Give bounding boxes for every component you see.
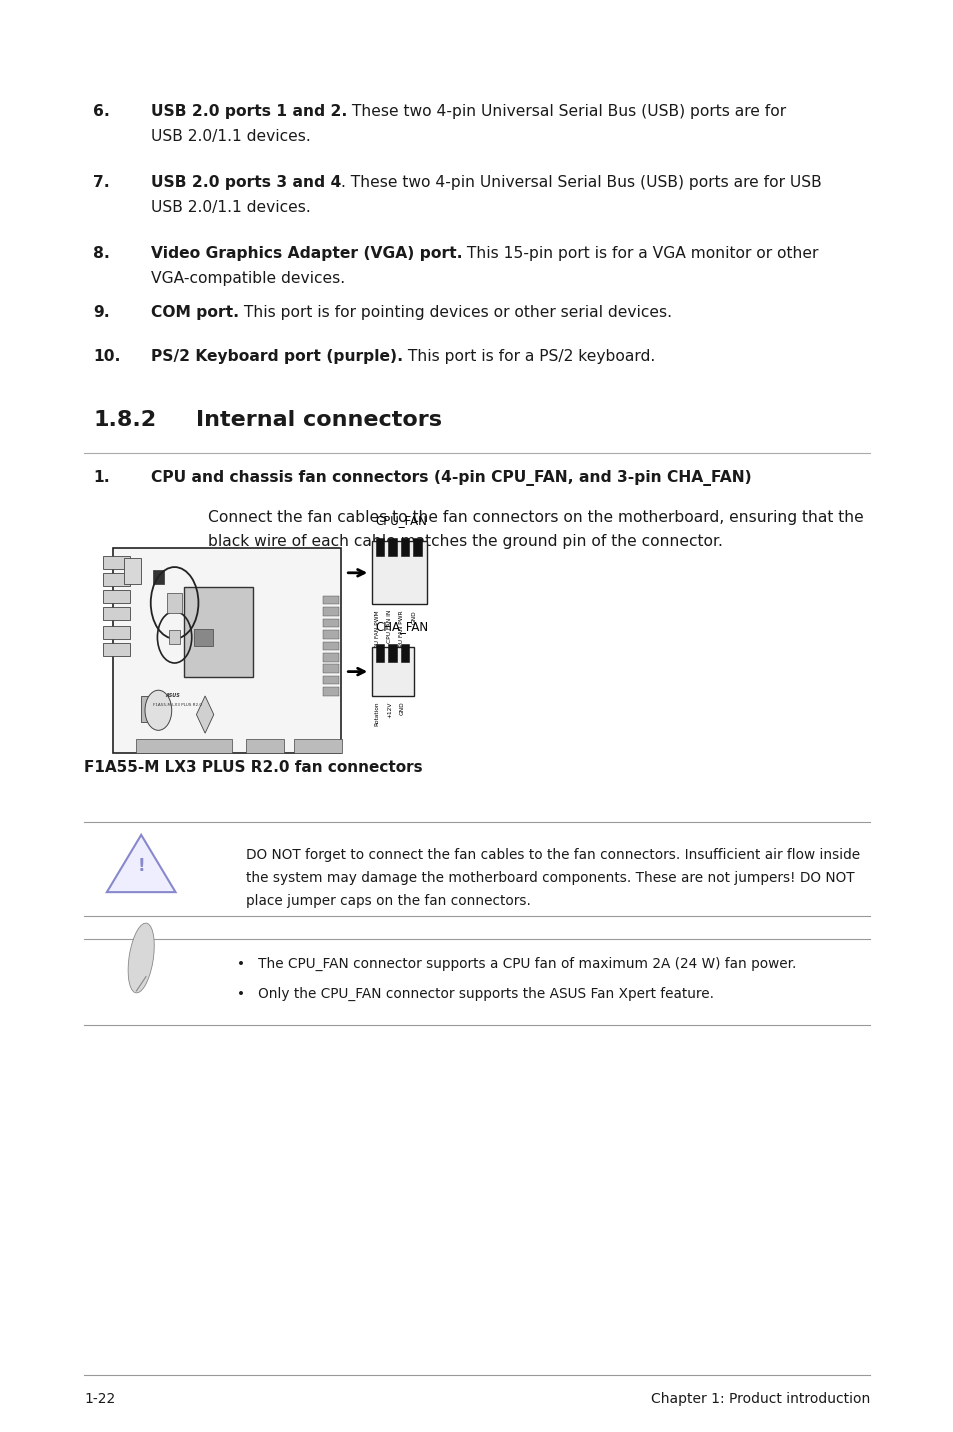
- Bar: [169, 630, 180, 644]
- Bar: [103, 643, 130, 656]
- Text: . These two 4-pin Universal Serial Bus (USB) ports are for USB: . These two 4-pin Universal Serial Bus (…: [341, 175, 821, 189]
- Bar: [103, 607, 130, 620]
- Text: 9.: 9.: [93, 305, 111, 319]
- Text: GND: GND: [399, 702, 404, 716]
- Bar: [323, 607, 338, 616]
- Text: This port is for pointing devices or other serial devices.: This port is for pointing devices or oth…: [238, 305, 671, 319]
- Bar: [152, 570, 164, 584]
- Text: CPU FAN PWM: CPU FAN PWM: [375, 610, 379, 652]
- Bar: [400, 538, 409, 556]
- Bar: [375, 644, 384, 662]
- Bar: [323, 619, 338, 627]
- Text: the system may damage the motherboard components. These are not jumpers! DO NOT: the system may damage the motherboard co…: [246, 871, 854, 885]
- Bar: [124, 558, 141, 584]
- Text: +12V: +12V: [387, 702, 392, 717]
- Bar: [200, 591, 221, 614]
- Bar: [400, 644, 409, 662]
- Bar: [323, 630, 338, 639]
- Text: 7.: 7.: [93, 175, 111, 189]
- Text: 1.8.2: 1.8.2: [93, 410, 156, 430]
- Text: 10.: 10.: [93, 349, 121, 364]
- Bar: [103, 590, 130, 603]
- Text: black wire of each cable matches the ground pin of the connector.: black wire of each cable matches the gro…: [208, 534, 722, 548]
- Bar: [372, 647, 414, 696]
- Bar: [413, 538, 421, 556]
- Bar: [323, 664, 338, 673]
- Text: CPU FAN PWR: CPU FAN PWR: [399, 610, 404, 650]
- Text: Chapter 1: Product introduction: Chapter 1: Product introduction: [650, 1392, 869, 1406]
- Bar: [323, 687, 338, 696]
- Bar: [136, 739, 232, 753]
- Bar: [141, 696, 168, 722]
- Text: F1A55-M LX3 PLUS R2.0: F1A55-M LX3 PLUS R2.0: [152, 703, 201, 707]
- Text: This 15-pin port is for a VGA monitor or other: This 15-pin port is for a VGA monitor or…: [462, 246, 818, 261]
- Text: USB 2.0 ports 1 and 2.: USB 2.0 ports 1 and 2.: [151, 103, 347, 119]
- Text: COM port.: COM port.: [151, 305, 238, 319]
- Bar: [246, 739, 284, 753]
- Text: USB 2.0/1.1 devices.: USB 2.0/1.1 devices.: [151, 199, 310, 215]
- Bar: [323, 653, 338, 662]
- Bar: [167, 593, 182, 613]
- Text: 1.: 1.: [93, 470, 111, 484]
- Text: ASUS: ASUS: [165, 693, 179, 699]
- Text: 1-22: 1-22: [84, 1392, 115, 1406]
- Circle shape: [145, 690, 172, 730]
- Text: 8.: 8.: [93, 246, 111, 261]
- Bar: [103, 556, 130, 569]
- Text: CPU FAN IN: CPU FAN IN: [387, 610, 392, 643]
- Text: Video Graphics Adapter (VGA) port.: Video Graphics Adapter (VGA) port.: [151, 246, 462, 261]
- Text: GND: GND: [412, 610, 416, 624]
- Text: F1A55-M LX3 PLUS R2.0 fan connectors: F1A55-M LX3 PLUS R2.0 fan connectors: [84, 760, 422, 775]
- Text: These two 4-pin Universal Serial Bus (USB) ports are for: These two 4-pin Universal Serial Bus (US…: [347, 103, 785, 119]
- Bar: [193, 629, 213, 646]
- Bar: [103, 626, 130, 639]
- Bar: [388, 538, 396, 556]
- Ellipse shape: [128, 924, 154, 992]
- Bar: [103, 573, 130, 586]
- Text: place jumper caps on the fan connectors.: place jumper caps on the fan connectors.: [246, 894, 531, 908]
- Polygon shape: [196, 696, 213, 733]
- Text: USB 2.0/1.1 devices.: USB 2.0/1.1 devices.: [151, 129, 310, 143]
- Bar: [112, 548, 340, 753]
- Bar: [184, 587, 253, 677]
- Bar: [323, 676, 338, 684]
- Text: Internal connectors: Internal connectors: [195, 410, 441, 430]
- Text: !: !: [137, 858, 145, 875]
- Bar: [323, 642, 338, 650]
- Text: CHA_FAN: CHA_FAN: [375, 620, 428, 633]
- Text: USB 2.0 ports 3 and 4: USB 2.0 ports 3 and 4: [151, 175, 341, 189]
- Polygon shape: [107, 835, 175, 892]
- Bar: [375, 538, 384, 556]
- Bar: [388, 644, 396, 662]
- Bar: [323, 596, 338, 604]
- Text: •   Only the CPU_FAN connector supports the ASUS Fan Xpert feature.: • Only the CPU_FAN connector supports th…: [236, 987, 713, 1001]
- Text: PS/2 Keyboard port (purple).: PS/2 Keyboard port (purple).: [151, 349, 402, 364]
- Text: CPU_FAN: CPU_FAN: [375, 514, 426, 527]
- Bar: [294, 739, 341, 753]
- Text: VGA-compatible devices.: VGA-compatible devices.: [151, 272, 344, 286]
- Text: CPU and chassis fan connectors (4-pin CPU_FAN, and 3-pin CHA_FAN): CPU and chassis fan connectors (4-pin CP…: [151, 470, 751, 485]
- Text: Rotation: Rotation: [375, 702, 379, 726]
- Text: DO NOT forget to connect the fan cables to the fan connectors. Insufficient air : DO NOT forget to connect the fan cables …: [246, 848, 860, 862]
- Text: Connect the fan cables to the fan connectors on the motherboard, ensuring that t: Connect the fan cables to the fan connec…: [208, 510, 862, 524]
- Text: •   The CPU_FAN connector supports a CPU fan of maximum 2A (24 W) fan power.: • The CPU_FAN connector supports a CPU f…: [236, 957, 795, 971]
- Text: This port is for a PS/2 keyboard.: This port is for a PS/2 keyboard.: [402, 349, 655, 364]
- Text: 6.: 6.: [93, 103, 111, 119]
- Bar: [372, 541, 427, 604]
